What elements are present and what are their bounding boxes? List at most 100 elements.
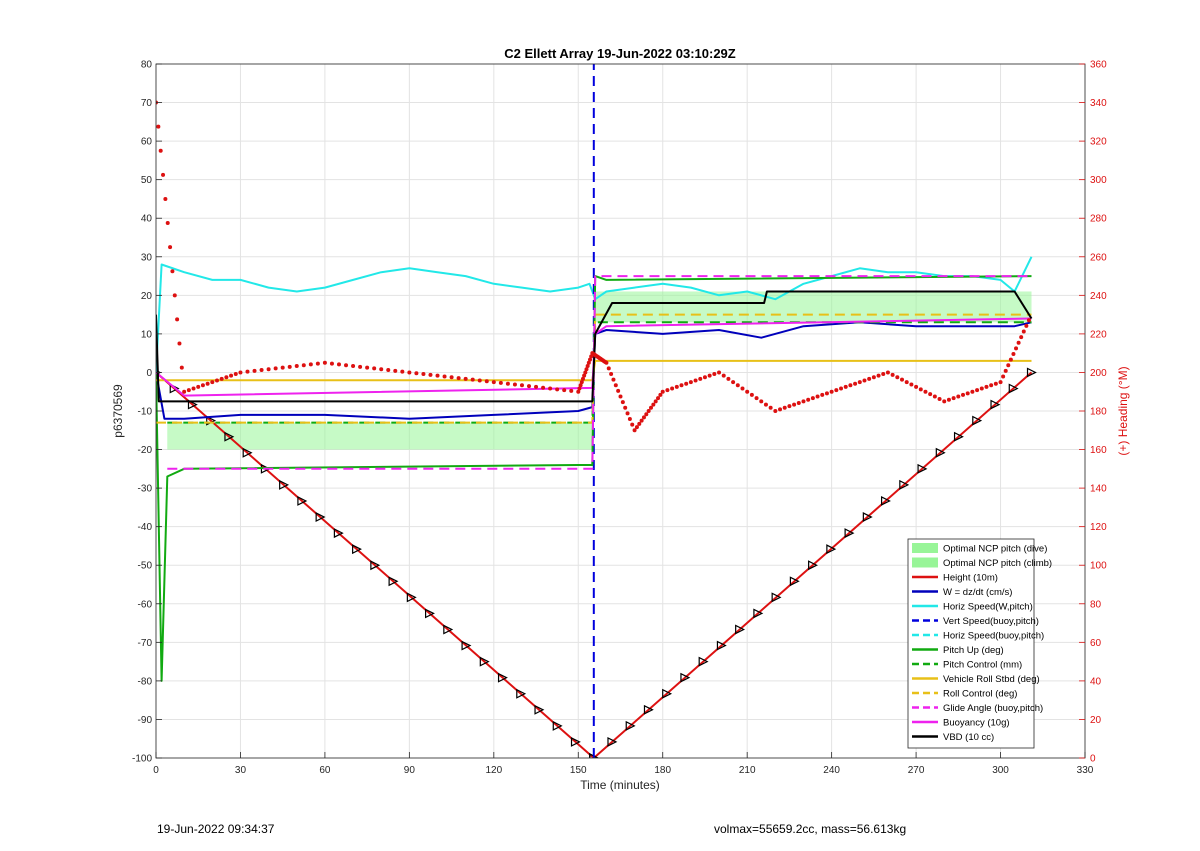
heading-point: [810, 396, 815, 401]
heading-point: [259, 368, 264, 373]
heading-point: [1021, 329, 1026, 334]
heading-point: [588, 357, 593, 362]
legend-label: VBD (10 cc): [943, 732, 994, 743]
heading-point: [569, 388, 574, 393]
y2-tick-label: 300: [1090, 175, 1107, 186]
height-marker: [479, 656, 490, 667]
heading-point: [670, 386, 675, 391]
heading-point: [175, 317, 180, 322]
heading-point: [1026, 318, 1031, 323]
heading-point: [205, 381, 210, 386]
heading-point: [693, 378, 698, 383]
heading-point: [782, 405, 787, 410]
heading-point: [679, 383, 684, 388]
y2-tick-label: 100: [1090, 561, 1107, 572]
heading-point: [688, 380, 693, 385]
heading-point: [372, 366, 377, 371]
height-marker: [1008, 383, 1019, 394]
heading-point: [890, 372, 895, 377]
y2-tick-label: 220: [1090, 329, 1107, 340]
heading-point: [653, 399, 658, 404]
height-marker: [972, 415, 983, 426]
heading-point: [161, 172, 166, 177]
y2-tick-label: 360: [1090, 60, 1107, 71]
legend-label: Horiz Speed(W,pitch): [943, 602, 1033, 613]
legend-swatch: [912, 543, 938, 553]
heading-point: [698, 376, 703, 381]
legend-label: Glide Angle (buoy,pitch): [943, 703, 1043, 714]
heading-point: [634, 425, 639, 430]
heading-point: [512, 382, 517, 387]
heading-point: [951, 396, 956, 401]
heading-point: [400, 369, 405, 374]
heading-point: [651, 402, 656, 407]
heading-point: [1024, 323, 1029, 328]
legend-label: Vehicle Roll Stbd (deg): [943, 674, 1040, 685]
heading-point: [165, 221, 170, 226]
heading-point: [721, 373, 726, 378]
height-marker: [333, 528, 344, 539]
height-marker: [279, 479, 290, 490]
heading-point: [351, 364, 356, 369]
heading-point: [871, 375, 876, 380]
height-marker: [680, 672, 691, 683]
heading-point: [582, 373, 587, 378]
heading-point: [177, 341, 182, 346]
heading-point: [904, 380, 909, 385]
heading-point: [684, 381, 689, 386]
heading-point: [815, 394, 820, 399]
heading-point: [993, 381, 998, 386]
x-tick-label: 30: [235, 765, 247, 776]
heading-point: [726, 376, 731, 381]
heading-point: [843, 384, 848, 389]
heading-point: [984, 384, 989, 389]
y2-tick-label: 0: [1090, 754, 1096, 765]
heading-point: [1014, 346, 1019, 351]
y2-tick-label: 200: [1090, 368, 1107, 379]
heading-point: [238, 370, 243, 375]
height-marker: [862, 512, 873, 522]
heading-point: [168, 245, 173, 250]
height-marker: [534, 704, 545, 715]
heading-point: [717, 370, 722, 375]
heading-point: [946, 397, 951, 402]
footer-timestamp: 19-Jun-2022 09:34:37: [157, 822, 275, 836]
heading-point: [848, 383, 853, 388]
heading-point: [885, 370, 890, 375]
height-marker: [461, 640, 472, 651]
y2-tick-label: 320: [1090, 137, 1107, 148]
heading-point: [301, 363, 306, 368]
heading-point: [806, 397, 811, 402]
x-tick-label: 90: [404, 765, 416, 776]
heading-point: [172, 293, 177, 298]
y2-tick-label: 40: [1090, 676, 1102, 687]
heading-point: [219, 376, 224, 381]
heading-point: [158, 148, 163, 153]
y2-tick-label: 260: [1090, 252, 1107, 263]
height-marker: [570, 736, 581, 747]
heading-point: [637, 421, 642, 426]
legend-label: Optimal NCP pitch (dive): [943, 544, 1047, 555]
chart-title: C2 Ellett Array 19-Jun-2022 03:10:29Z: [504, 46, 736, 61]
heading-point: [820, 392, 825, 397]
heading-point: [1011, 351, 1016, 356]
heading-point: [498, 380, 503, 385]
legend-label: Pitch Control (mm): [943, 660, 1022, 671]
heading-point: [644, 412, 649, 417]
heading-point: [421, 372, 426, 377]
heading-point: [344, 363, 349, 368]
y2-tick-label: 60: [1090, 638, 1102, 649]
height-marker: [735, 624, 746, 635]
x-tick-label: 210: [739, 765, 756, 776]
heading-point: [853, 381, 858, 386]
series-line: [156, 321, 1032, 420]
height-marker: [643, 704, 654, 715]
heading-point: [656, 396, 661, 401]
heading-point: [778, 407, 783, 412]
heading-point: [484, 379, 489, 384]
heading-point: [646, 409, 651, 413]
heading-point: [233, 372, 238, 377]
heading-point: [648, 405, 653, 410]
heading-point: [294, 364, 299, 369]
